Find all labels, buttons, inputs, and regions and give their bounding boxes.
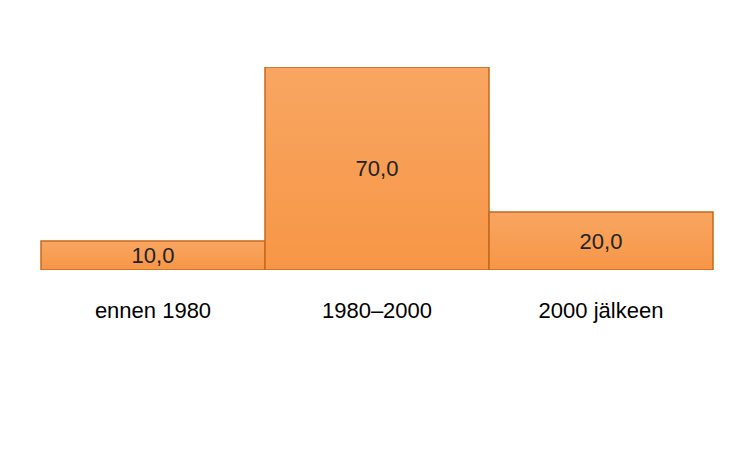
svg-text:1980–2000: 1980–2000: [322, 298, 432, 323]
svg-text:20,0: 20,0: [580, 229, 623, 254]
svg-text:10,0: 10,0: [132, 243, 175, 268]
svg-text:2000 jälkeen: 2000 jälkeen: [539, 298, 664, 323]
svg-text:ennen 1980: ennen 1980: [95, 298, 211, 323]
svg-text:70,0: 70,0: [356, 156, 399, 181]
